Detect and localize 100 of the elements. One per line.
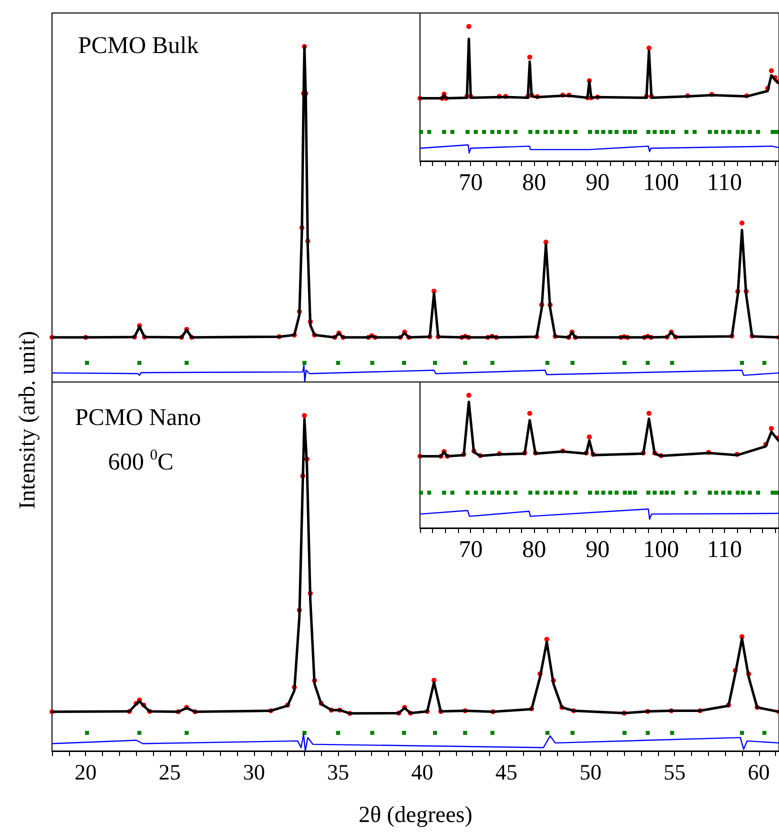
- point: [427, 130, 432, 134]
- point: [550, 490, 554, 495]
- point: [670, 360, 674, 365]
- x-tick-label: 45: [495, 760, 518, 784]
- point: [466, 24, 472, 29]
- point: [762, 730, 766, 735]
- point: [740, 360, 744, 365]
- point: [85, 730, 90, 735]
- point: [756, 490, 760, 495]
- point: [721, 490, 726, 495]
- point: [646, 730, 650, 735]
- point: [418, 490, 423, 495]
- point: [302, 413, 307, 418]
- point: [545, 360, 550, 365]
- point: [466, 490, 470, 495]
- point: [601, 490, 606, 495]
- point: [671, 490, 676, 495]
- point: [550, 130, 554, 134]
- point: [490, 360, 494, 365]
- point: [748, 490, 752, 495]
- point: [573, 130, 578, 134]
- point: [660, 490, 664, 495]
- point: [336, 730, 340, 735]
- point: [463, 360, 468, 365]
- y-axis-title: Intensity (arb. unit): [14, 330, 40, 510]
- point: [714, 490, 718, 495]
- point: [466, 130, 470, 134]
- point: [418, 130, 423, 134]
- point: [594, 130, 599, 134]
- point: [608, 490, 612, 495]
- point: [670, 730, 674, 735]
- point: [622, 730, 627, 735]
- annotation: PCMO Bulk: [78, 33, 199, 59]
- x-tick-label: 30: [242, 760, 265, 784]
- point: [442, 130, 446, 134]
- point: [664, 490, 669, 495]
- point: [513, 130, 518, 134]
- point: [708, 130, 712, 134]
- point: [588, 490, 592, 495]
- point: [490, 130, 494, 134]
- point: [736, 130, 740, 134]
- point: [721, 130, 726, 134]
- x-tick-label: 90: [586, 537, 610, 563]
- x-tick-label: 55: [664, 760, 686, 784]
- point: [336, 360, 340, 365]
- point: [588, 130, 592, 134]
- x-tick-label: 100: [643, 170, 680, 196]
- point: [736, 490, 740, 495]
- point: [490, 730, 494, 735]
- point: [427, 490, 432, 495]
- point: [714, 130, 718, 134]
- point: [565, 130, 570, 134]
- point: [740, 490, 745, 495]
- point: [652, 490, 657, 495]
- x-tick-label: 40: [411, 760, 434, 784]
- x-tick-label: 90: [586, 170, 610, 196]
- point: [558, 490, 562, 495]
- point: [527, 54, 532, 60]
- point: [544, 490, 548, 495]
- point: [614, 130, 619, 134]
- point: [740, 130, 745, 134]
- point: [370, 360, 374, 365]
- x-tick-label: 80: [522, 170, 546, 196]
- x-tick-label: 60: [748, 760, 770, 784]
- point: [558, 130, 562, 134]
- point: [565, 490, 570, 495]
- point: [528, 490, 532, 495]
- point: [496, 490, 501, 495]
- point: [684, 130, 688, 134]
- point: [527, 410, 532, 416]
- point: [505, 130, 510, 134]
- point: [762, 360, 766, 365]
- point: [628, 490, 632, 495]
- x-tick-label: 110: [706, 170, 742, 196]
- point: [513, 490, 518, 495]
- annotation: PCMO Nano: [75, 405, 202, 431]
- point: [184, 360, 189, 365]
- point: [622, 360, 627, 365]
- point: [652, 130, 657, 134]
- point: [684, 490, 688, 495]
- point: [633, 130, 638, 134]
- point: [646, 45, 652, 50]
- point: [660, 130, 664, 134]
- point: [528, 130, 532, 134]
- point: [728, 490, 732, 495]
- x-tick-label: 70: [458, 170, 483, 196]
- point: [570, 730, 575, 735]
- point: [614, 490, 619, 495]
- point: [601, 130, 606, 134]
- point: [774, 130, 778, 134]
- x-tick-label: 50: [580, 760, 602, 784]
- point: [671, 130, 676, 134]
- point: [664, 130, 669, 134]
- x-tick-label: 20: [74, 760, 97, 784]
- point: [463, 730, 468, 735]
- point: [535, 490, 540, 495]
- point: [302, 730, 306, 735]
- point: [85, 360, 90, 365]
- point: [770, 130, 775, 134]
- point: [770, 490, 775, 495]
